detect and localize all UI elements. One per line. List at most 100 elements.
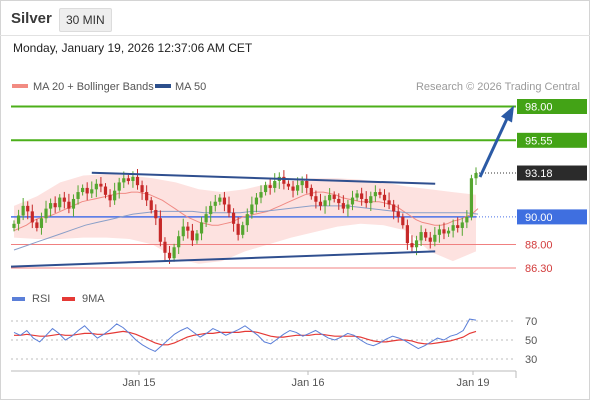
candle-down <box>282 176 286 184</box>
candle-up <box>373 192 377 197</box>
candle-down <box>360 193 364 199</box>
candle-up <box>12 223 16 228</box>
candle-down <box>190 230 194 241</box>
x-tick-label: Jan 19 <box>456 377 489 389</box>
candle-down <box>236 223 240 235</box>
candle-down <box>387 200 391 205</box>
ma20-legend-label: MA 20 + Bollinger Bands <box>33 81 154 93</box>
level-label-box <box>517 165 587 181</box>
chart-header: Silver 30 MIN <box>0 0 590 36</box>
rsi-ma-legend-swatch <box>62 297 75 301</box>
candle-up <box>58 197 62 208</box>
rsi-tick-label: 70 <box>525 316 537 328</box>
trendline-upper-channel <box>91 171 436 185</box>
candle-up <box>414 240 419 248</box>
rsi-tick-label: 50 <box>525 335 537 347</box>
ma50-legend-swatch <box>155 84 171 88</box>
candle-up <box>195 233 199 241</box>
rsi-line <box>13 318 477 352</box>
candle-down <box>291 186 295 191</box>
level-label-box <box>517 132 587 148</box>
candle-up <box>469 178 474 217</box>
candle-down <box>337 198 341 204</box>
candle-down <box>305 181 309 188</box>
candle-up <box>296 185 300 191</box>
candle-up <box>117 182 121 191</box>
candle-down <box>268 185 272 188</box>
ma50-line <box>13 205 479 251</box>
candle-up <box>451 225 455 231</box>
candles <box>12 167 478 264</box>
x-axis-ticks: Jan 15 Jan 16 Jan 19 <box>122 371 490 389</box>
symbol-title: Silver <box>11 10 52 27</box>
candle-down <box>428 237 432 242</box>
candle-down <box>167 252 172 259</box>
level-labels: 98.00 95.55 93.18 90.00 88.00 86.30 <box>517 99 587 275</box>
candle-down <box>103 186 108 195</box>
candle-up <box>259 192 263 198</box>
level-label-resistance: 98.00 <box>525 102 553 114</box>
candle-down <box>424 232 428 238</box>
trendlines <box>10 105 514 268</box>
candle-up <box>48 203 53 209</box>
level-label-support: 86.30 <box>525 263 553 275</box>
price-levels <box>11 105 516 269</box>
candle-up <box>204 214 208 223</box>
rsi-tick-label: 30 <box>525 354 537 366</box>
candle-up <box>300 181 304 186</box>
candle-down <box>405 225 409 244</box>
x-tick-label: Jan 15 <box>122 377 155 389</box>
candle-up <box>199 222 204 234</box>
candle-down <box>341 203 345 209</box>
candle-up <box>474 173 478 179</box>
x-tick-label: Jan 16 <box>291 377 324 389</box>
candle-down <box>186 226 190 231</box>
candle-up <box>263 185 268 193</box>
level-label-last: 93.18 <box>525 168 553 180</box>
candle-down <box>154 210 158 219</box>
candle-down <box>145 192 149 201</box>
candle-down <box>392 204 396 212</box>
candle-up <box>181 226 185 237</box>
candle-up <box>323 200 327 206</box>
candle-down <box>222 197 227 205</box>
candle-up <box>346 204 350 209</box>
candle-up <box>44 208 48 219</box>
candle-up <box>460 222 464 228</box>
candle-down <box>53 203 57 208</box>
candle-down <box>401 216 405 226</box>
candle-up <box>419 232 423 241</box>
level-label-pivot: 90.00 <box>525 212 553 224</box>
candle-down <box>286 183 291 187</box>
candle-up <box>209 205 213 215</box>
level-label-support: 88.00 <box>525 240 553 252</box>
bollinger-band-area <box>14 174 476 264</box>
candle-up <box>250 204 254 215</box>
candle-up <box>131 176 135 182</box>
candle-down <box>108 194 112 201</box>
candle-down <box>396 211 400 217</box>
candle-down <box>227 204 231 213</box>
rsi-legend-label: RSI <box>32 293 50 305</box>
candle-up <box>355 193 359 198</box>
candle-up <box>245 214 249 226</box>
candle-down <box>67 201 71 209</box>
candle-up <box>241 225 245 235</box>
candle-up <box>218 197 222 202</box>
level-label-box <box>517 209 587 225</box>
level-label-box <box>517 99 587 114</box>
rsi-ma-legend-label: 9MA <box>82 293 105 305</box>
candle-down <box>231 212 236 224</box>
candle-up <box>350 197 355 205</box>
candle-down <box>163 241 167 253</box>
candle-down <box>85 187 89 194</box>
candle-down <box>30 211 34 223</box>
level-label-resistance: 95.55 <box>525 135 553 147</box>
timeframe-button[interactable]: 30 MIN <box>59 8 112 32</box>
candle-up <box>369 196 373 204</box>
candle-up <box>172 247 176 259</box>
candle-down <box>126 178 130 182</box>
candle-down <box>99 183 103 187</box>
candle-down <box>410 243 414 248</box>
